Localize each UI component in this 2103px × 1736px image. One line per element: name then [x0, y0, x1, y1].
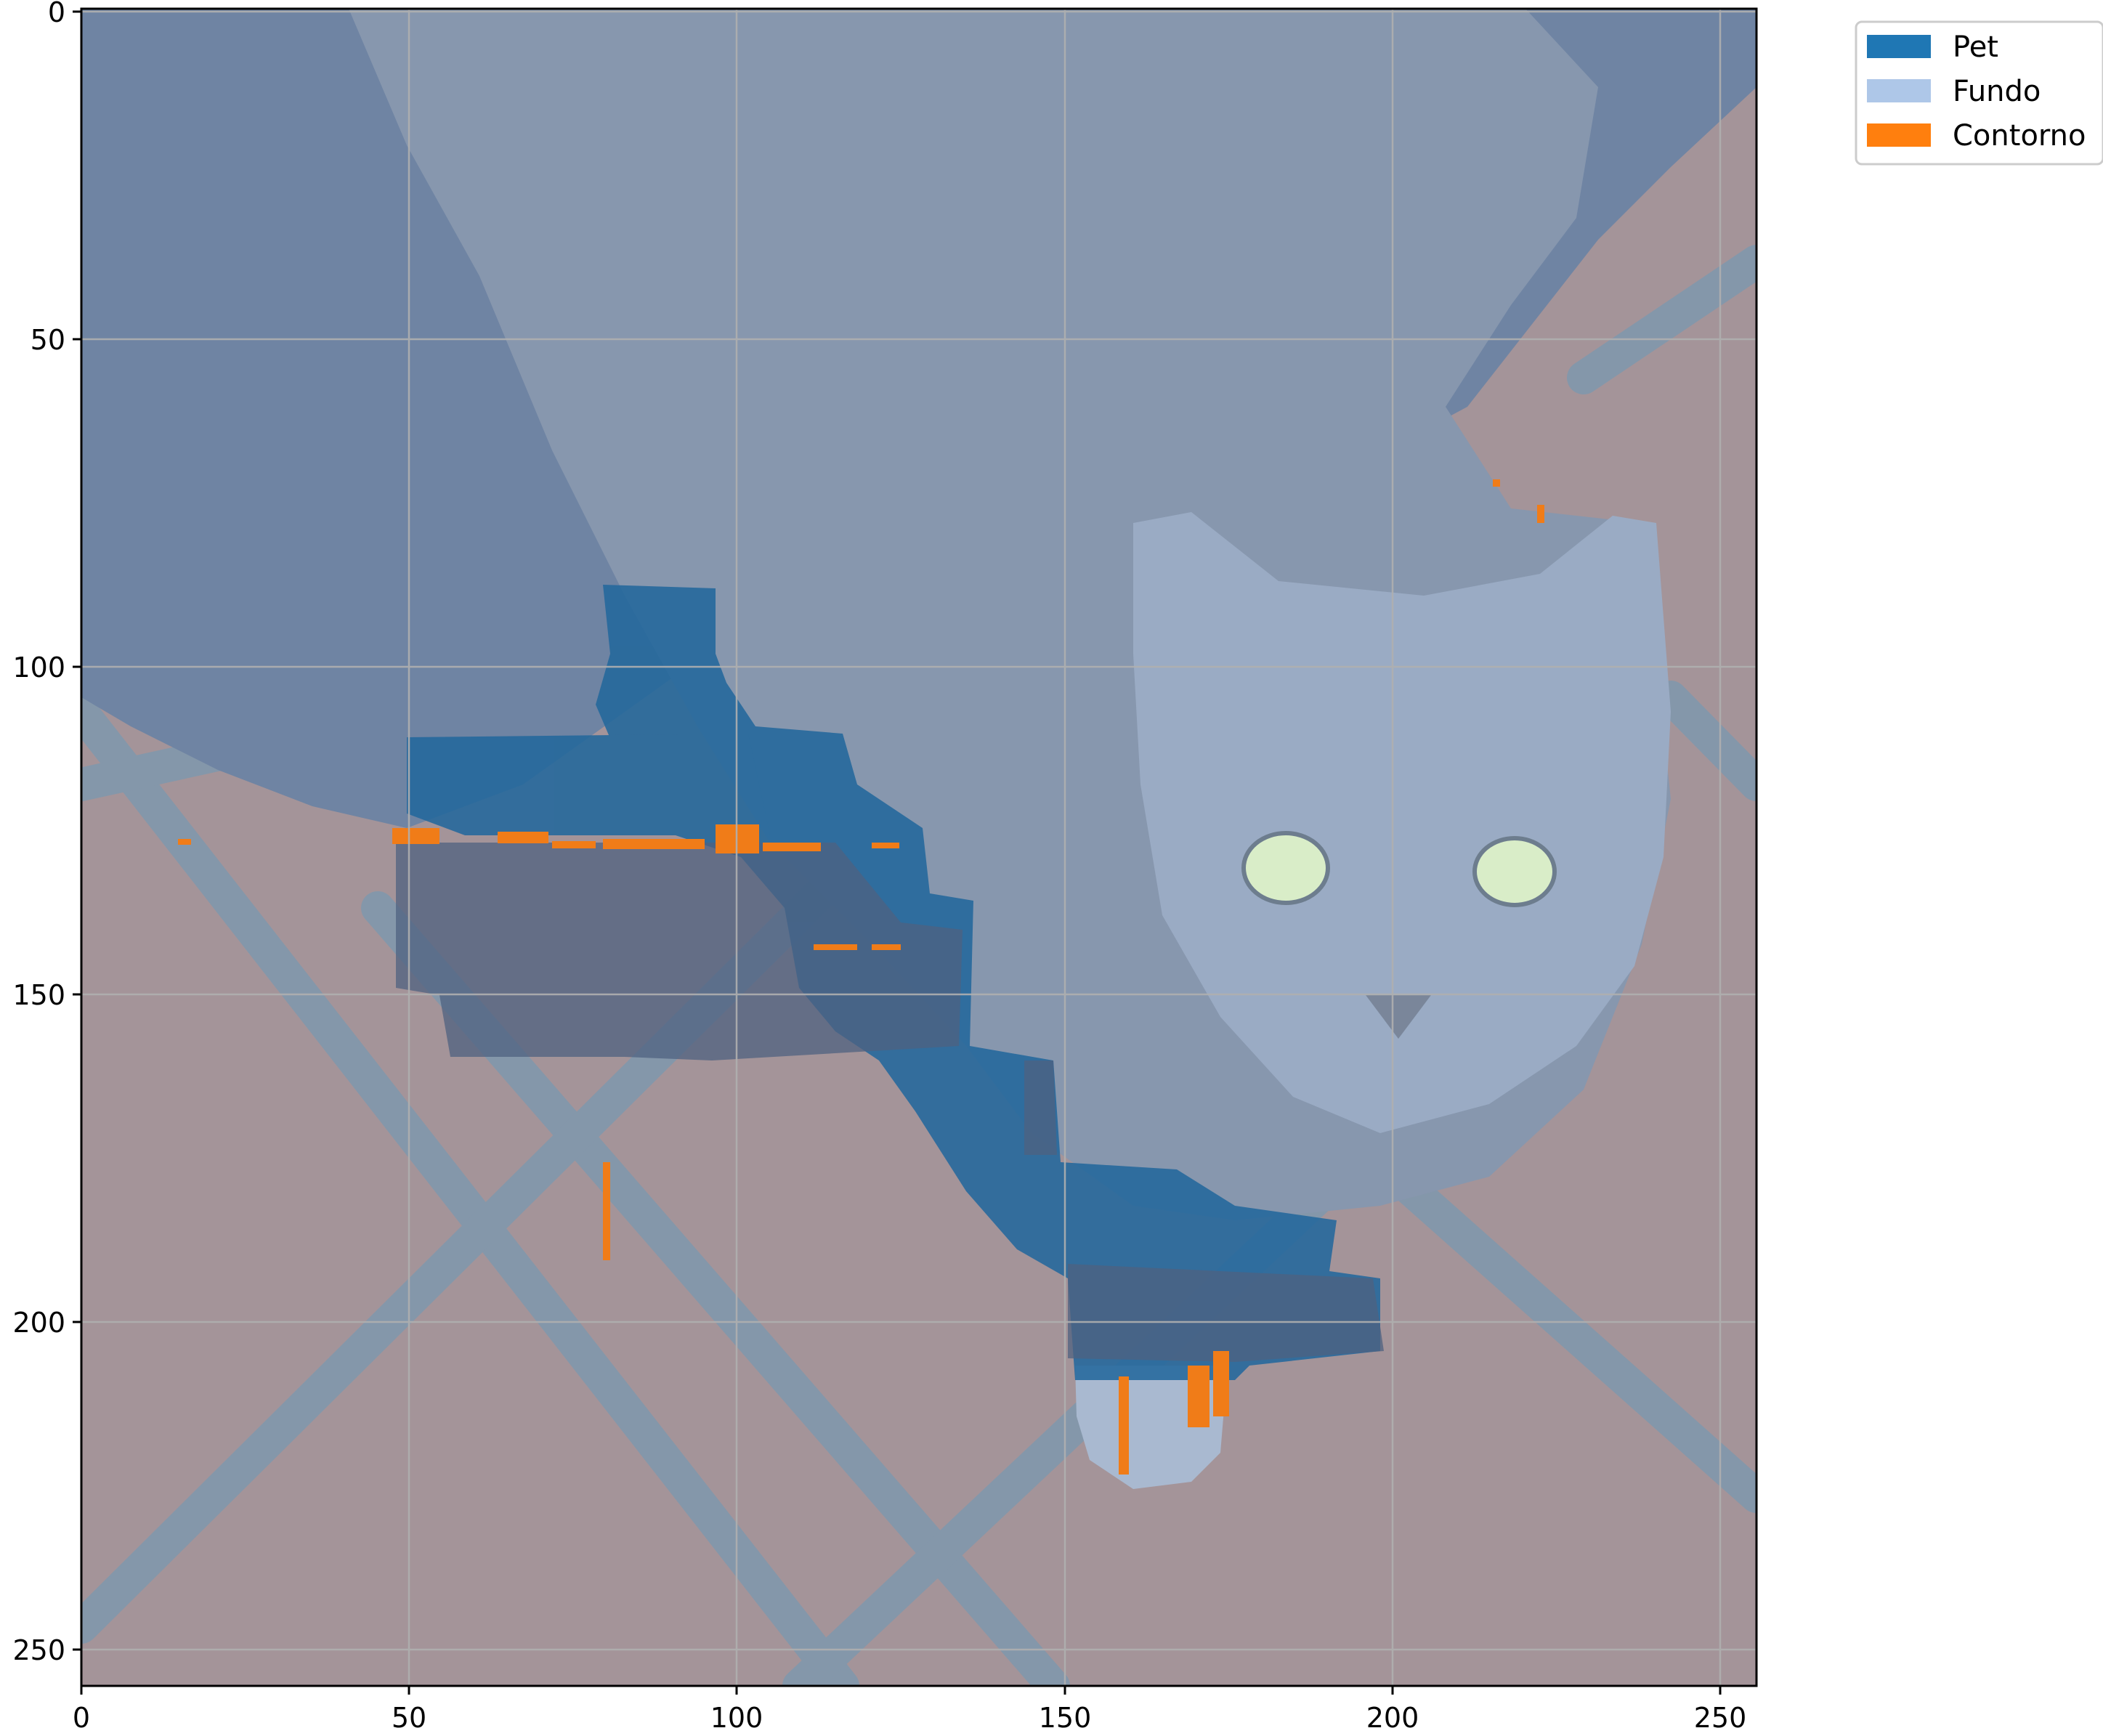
fundo-mask — [396, 843, 1384, 1362]
y-axis: 0 50 100 150 200 250 — [12, 0, 81, 1666]
y-tick-label: 0 — [48, 0, 65, 28]
y-tick-label: 200 — [12, 1307, 65, 1339]
cat-nose — [1366, 995, 1431, 1039]
x-axis: 0 50 100 150 200 250 — [73, 1686, 1746, 1734]
legend-label-fundo: Fundo — [1953, 75, 2041, 108]
y-tick-label: 50 — [31, 324, 65, 356]
x-tick-label: 200 — [1366, 1702, 1419, 1734]
x-tick-label: 50 — [392, 1702, 426, 1734]
legend-swatch-pet — [1867, 35, 1931, 58]
legend-label-pet: Pet — [1953, 31, 1998, 64]
y-tick-label: 150 — [12, 979, 65, 1011]
contorno-mask — [178, 479, 1544, 1475]
legend-label-contorno: Contorno — [1953, 119, 2086, 153]
x-tick-label: 150 — [1039, 1702, 1092, 1734]
x-tick-label: 100 — [710, 1702, 763, 1734]
cat-left-eye — [1241, 831, 1330, 905]
axes-frame — [80, 7, 1758, 1687]
legend-swatch-fundo — [1867, 79, 1931, 102]
y-tick-label: 250 — [12, 1634, 65, 1666]
legend-swatch-contorno — [1867, 123, 1931, 147]
x-tick-label: 250 — [1694, 1702, 1747, 1734]
cat-right-eye — [1472, 836, 1557, 907]
x-tick-label: 0 — [73, 1702, 90, 1734]
legend: Pet Fundo Contorno — [1855, 20, 2103, 166]
y-tick-label: 100 — [12, 652, 65, 684]
pet-mask — [407, 585, 1380, 1380]
segmentation-image — [81, 9, 1756, 1686]
